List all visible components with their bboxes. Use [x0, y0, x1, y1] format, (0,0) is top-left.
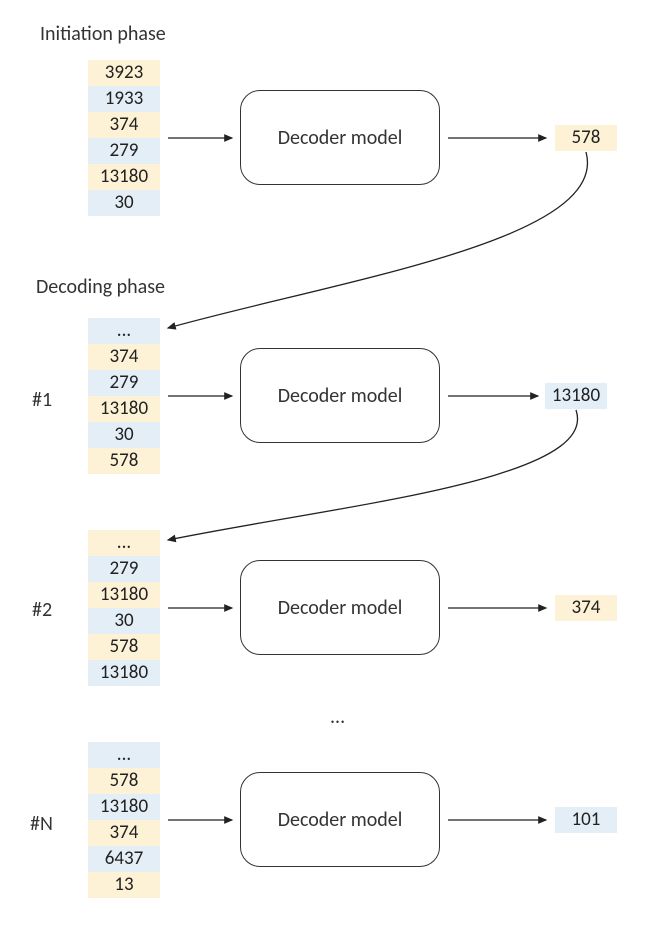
initiation-phase-label: Initiation phase — [40, 22, 166, 46]
token-cell: 279 — [88, 556, 160, 582]
token-cell: 30 — [88, 190, 160, 216]
token-cell: 279 — [88, 138, 160, 164]
ellipsis-between-steps: ... — [330, 705, 345, 729]
step-label-1: #1 — [32, 388, 52, 412]
token-cell: 374 — [88, 820, 160, 846]
decoding-stepN-token-stack: ...57813180374643713 — [88, 742, 160, 898]
token-cell: 13180 — [88, 794, 160, 820]
token-cell: 1933 — [88, 86, 160, 112]
step-label-N: #N — [30, 812, 53, 836]
token-cell: 30 — [88, 422, 160, 448]
token-cell: 13180 — [88, 164, 160, 190]
token-cell: ... — [88, 318, 160, 344]
initiation-output-token: 578 — [555, 125, 617, 151]
decoder-box-step2: Decoder model — [240, 560, 440, 655]
token-cell: 578 — [88, 634, 160, 660]
decoding-stepN-output-token: 101 — [555, 807, 617, 833]
decoding-step1-output-token: 13180 — [545, 383, 607, 409]
token-cell: 30 — [88, 608, 160, 634]
token-cell: ... — [88, 742, 160, 768]
token-cell: 13180 — [88, 660, 160, 686]
step-label-2: #2 — [32, 598, 52, 622]
token-cell: ... — [88, 530, 160, 556]
token-cell: 578 — [88, 768, 160, 794]
initiation-token-stack: 392319333742791318030 — [88, 60, 160, 216]
token-cell: 13180 — [88, 582, 160, 608]
decoding-step2-output-token: 374 — [555, 595, 617, 621]
decoder-box-stepN: Decoder model — [240, 772, 440, 867]
token-cell: 374 — [88, 344, 160, 370]
token-cell: 6437 — [88, 846, 160, 872]
token-cell: 578 — [88, 448, 160, 474]
token-cell: 279 — [88, 370, 160, 396]
decoder-box-initiation: Decoder model — [240, 90, 440, 185]
decoding-phase-label: Decoding phase — [36, 275, 165, 299]
token-cell: 374 — [88, 112, 160, 138]
decoding-step1-token-stack: ...3742791318030578 — [88, 318, 160, 474]
decoder-box-step1: Decoder model — [240, 348, 440, 443]
decoding-step2-token-stack: ...279131803057813180 — [88, 530, 160, 686]
token-cell: 3923 — [88, 60, 160, 86]
token-cell: 13180 — [88, 396, 160, 422]
token-cell: 13 — [88, 872, 160, 898]
